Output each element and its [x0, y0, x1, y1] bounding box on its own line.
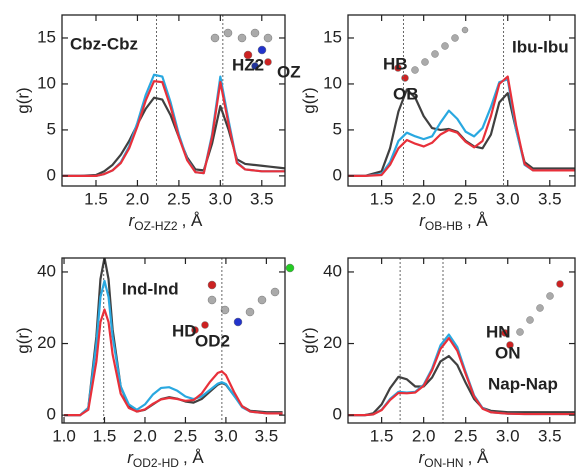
molecule-4 [502, 281, 564, 349]
x-axis-label: rOZ-HZ2, Å [129, 211, 203, 233]
rdf-curve [348, 79, 575, 176]
y-tick-label: 0 [333, 165, 342, 184]
x-label-subscript: OZ-HZ2 [134, 219, 178, 233]
annotation: HD [172, 321, 197, 340]
x-tick-label: 3.0 [496, 189, 520, 208]
x-label-subscript: OD2-HD [133, 456, 179, 470]
annotation: Ind-Ind [122, 279, 179, 298]
annotation: Cbz-Cbz [70, 34, 138, 53]
x-tick-label: 2.0 [133, 426, 157, 445]
x-tick-label: 3.0 [496, 426, 520, 445]
annotation: OB [393, 84, 419, 103]
x-tick-label: 1.5 [93, 426, 117, 445]
x-tick-label: 1.5 [84, 189, 108, 208]
x-tick-label: 2.5 [174, 426, 198, 445]
x-tick-label: 1.5 [370, 426, 394, 445]
x-label-unit: , Å [183, 448, 204, 467]
x-tick-label: 2.5 [167, 189, 191, 208]
x-axis-label: rOB-HB, Å [419, 211, 488, 233]
annotation: HB [383, 54, 408, 73]
x-tick-label: 3.5 [538, 426, 562, 445]
y-tick-label: 15 [37, 27, 56, 46]
y-tick-label: 20 [37, 333, 56, 352]
plot-frame [348, 258, 575, 423]
x-axis-label: rON-HN, Å [419, 448, 489, 470]
figure: 1.52.02.53.03.5051015g(r)rOZ-HZ2, ÅCbz-C… [0, 0, 576, 473]
x-tick-label: 3.5 [250, 189, 274, 208]
y-tick-label: 40 [37, 261, 56, 280]
y-tick-label: 0 [47, 165, 56, 184]
x-tick-label: 3.5 [255, 426, 279, 445]
annotation: ON [495, 343, 521, 362]
x-label-subscript: OB-HB [425, 219, 463, 233]
y-axis-label: g(r) [13, 327, 32, 353]
y-axis-label: g(r) [299, 87, 318, 113]
x-tick-label: 2.0 [412, 426, 436, 445]
y-axis-label: g(r) [299, 327, 318, 353]
y-tick-label: 0 [333, 405, 342, 424]
y-tick-label: 5 [47, 119, 56, 138]
y-tick-label: 10 [37, 73, 56, 92]
y-tick-label: 0 [47, 405, 56, 424]
annotation: OZ [277, 62, 301, 81]
y-axis-label: g(r) [13, 87, 32, 113]
y-tick-label: 20 [323, 333, 342, 352]
y-tick-label: 10 [323, 73, 342, 92]
annotation: HN [486, 322, 511, 341]
molecule-3 [192, 264, 295, 334]
x-label-unit: , Å [468, 448, 489, 467]
rdf-curve [63, 98, 287, 176]
y-tick-label: 5 [333, 119, 342, 138]
x-tick-label: 1.5 [370, 189, 394, 208]
x-tick-label: 2.0 [126, 189, 150, 208]
x-tick-label: 2.5 [454, 189, 478, 208]
annotation: HZ2 [232, 55, 264, 74]
x-tick-label: 3.0 [214, 426, 238, 445]
x-label-unit: , Å [182, 211, 203, 230]
x-tick-label: 2.0 [412, 189, 436, 208]
x-label-subscript: ON-HN [424, 456, 463, 470]
rdf-curve [348, 89, 575, 175]
x-tick-label: 2.5 [454, 426, 478, 445]
annotation: Ibu-Ibu [512, 37, 569, 56]
y-tick-label: 15 [323, 27, 342, 46]
annotation: Nap-Nap [488, 374, 558, 393]
annotation: OD2 [195, 331, 230, 350]
y-tick-label: 40 [323, 261, 342, 280]
x-tick-label: 3.0 [209, 189, 233, 208]
x-label-unit: , Å [467, 211, 488, 230]
x-tick-label: 3.5 [538, 189, 562, 208]
x-axis-label: rOD2-HD, Å [127, 448, 204, 470]
x-tick-label: 1.0 [52, 426, 76, 445]
